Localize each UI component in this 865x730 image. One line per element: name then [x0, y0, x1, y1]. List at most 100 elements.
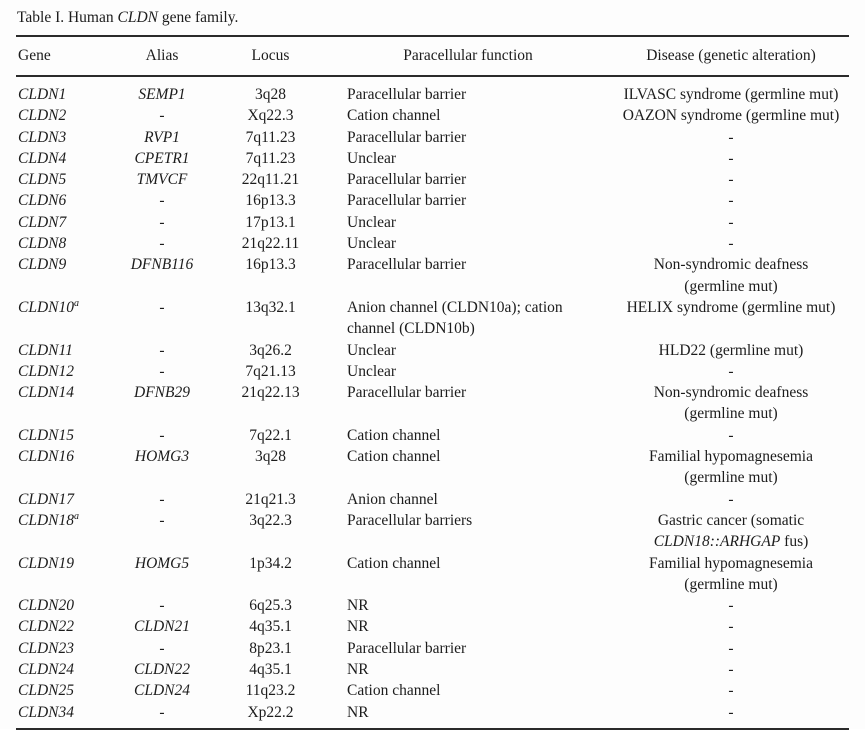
table-row: CLDN23 - 8p23.1 Paracellular barrier -: [16, 638, 849, 659]
gene-cell: CLDN12: [16, 361, 106, 382]
disease-cell: -: [613, 127, 849, 148]
disease-segment: HELIX syndrome (germline mut): [626, 298, 836, 316]
disease-cell: Non-syndromic deafness (germline mut): [613, 382, 849, 425]
table-row: CLDN34 - Xp22.2 NR -: [16, 702, 849, 729]
gene-cell: CLDN3: [16, 127, 106, 148]
locus-cell: 3q26.2: [249, 341, 292, 359]
function-cell: Unclear: [347, 213, 397, 231]
gene-name: CLDN24: [18, 661, 74, 679]
function-cell: Cation channel: [347, 682, 441, 700]
gene-cell: CLDN10a: [16, 297, 106, 340]
gene-family-table: Gene Alias Locus Paracellular function Disea…: [16, 35, 849, 730]
function-cell: Anion channel (CLDN10a); cation channel …: [347, 298, 563, 338]
alias-cell: -: [106, 638, 218, 659]
title-segment: gene family.: [158, 9, 239, 26]
alias-name: HOMG3: [134, 448, 190, 466]
disease-cell: -: [613, 190, 849, 211]
gene-name: CLDN5: [18, 171, 67, 189]
table-row: CLDN8 - 21q22.11 Unclear -: [16, 233, 849, 254]
locus-cell: 22q11.21: [241, 171, 300, 189]
alias-name: TMVCF: [136, 171, 188, 189]
gene-name: CLDN6: [18, 192, 67, 210]
alias-name: DFNB116: [130, 256, 194, 274]
alias-cell: DFNB29: [106, 382, 218, 425]
alias-cell: CLDN21: [106, 616, 218, 637]
gene-cell: CLDN20: [16, 595, 106, 616]
disease-cell: OAZON syndrome (germline mut): [613, 105, 849, 126]
function-cell: Unclear: [347, 362, 397, 380]
disease-segment: Gastric cancer (somatic: [657, 511, 805, 529]
alias-name: -: [159, 511, 165, 529]
disease-cell: -: [613, 680, 849, 701]
footnote-marker: a: [74, 297, 79, 309]
function-cell: Unclear: [347, 235, 397, 253]
alias-cell: RVP1: [106, 127, 218, 148]
disease-segment: -: [728, 703, 734, 721]
alias-name: -: [159, 235, 165, 253]
gene-cell: CLDN17: [16, 489, 106, 510]
table-row: CLDN11 - 3q26.2 Unclear HLD22 (germline mut): [16, 340, 849, 361]
gene-name: CLDN17: [18, 490, 74, 508]
disease-segment: CLDN18::ARHGAP: [653, 533, 781, 551]
function-cell: Paracellular barrier: [347, 128, 467, 146]
gene-name: CLDN23: [18, 639, 74, 657]
table-row: CLDN25 CLDN24 11q23.2 Cation channel -: [16, 680, 849, 701]
locus-cell: 4q35.1: [249, 661, 292, 679]
disease-cell: -: [613, 233, 849, 254]
disease-cell: Familial hypomagnesemia (germline mut): [613, 446, 849, 489]
alias-cell: -: [106, 425, 218, 446]
function-cell: Paracellular barrier: [347, 171, 467, 189]
alias-cell: HOMG3: [106, 446, 218, 489]
locus-cell: 8p23.1: [249, 639, 292, 657]
column-header: Gene: [16, 36, 106, 77]
disease-segment: -: [728, 362, 734, 380]
header-row: Gene Alias Locus Paracellular function Disea…: [16, 36, 849, 77]
disease-segment: Familial hypomagnesemia (germline mut): [648, 448, 813, 487]
alias-name: SEMP1: [138, 86, 186, 103]
locus-cell: 16p13.3: [245, 192, 296, 210]
table-row: CLDN19 HOMG5 1p34.2 Cation channel Familial …: [16, 553, 849, 596]
alias-name: -: [159, 213, 165, 231]
alias-name: -: [159, 192, 165, 210]
disease-cell: -: [613, 638, 849, 659]
table-row: CLDN18a - 3q22.3 Paracellular barriers Gastr…: [16, 510, 849, 553]
locus-cell: 6q25.3: [249, 597, 292, 615]
table-row: CLDN1 SEMP1 3q28 Paracellular barrier ILVASC…: [16, 76, 849, 105]
alias-cell: -: [106, 233, 218, 254]
alias-cell: -: [106, 489, 218, 510]
locus-cell: 7q21.13: [245, 362, 296, 380]
disease-segment: ILVASC syndrome (germline mut): [623, 86, 839, 103]
locus-cell: 3q28: [255, 86, 286, 103]
column-header: Disease (genetic alteration): [613, 36, 849, 77]
disease-cell: HELIX syndrome (germline mut): [613, 297, 849, 340]
function-cell: Cation channel: [347, 554, 441, 572]
alias-name: CLDN21: [134, 618, 190, 636]
disease-cell: -: [613, 595, 849, 616]
gene-cell: CLDN16: [16, 446, 106, 489]
alias-cell: -: [106, 212, 218, 233]
locus-cell: 7q11.23: [245, 128, 296, 146]
gene-name: CLDN22: [18, 618, 74, 636]
gene-cell: CLDN7: [16, 212, 106, 233]
locus-cell: 3q22.3: [249, 511, 292, 529]
gene-cell: CLDN34: [16, 702, 106, 729]
locus-cell: 13q32.1: [245, 298, 296, 316]
alias-name: CPETR1: [134, 149, 190, 167]
table-row: CLDN16 HOMG3 3q28 Cation channel Familial hy…: [16, 446, 849, 489]
table-row: CLDN24 CLDN22 4q35.1 NR -: [16, 659, 849, 680]
function-cell: Paracellular barriers: [347, 511, 473, 529]
gene-cell: CLDN2: [16, 105, 106, 126]
column-header: Paracellular function: [323, 36, 613, 77]
title-segment: CLDN: [117, 9, 159, 26]
locus-cell: 21q21.3: [245, 490, 296, 508]
gene-cell: CLDN8: [16, 233, 106, 254]
disease-cell: -: [613, 361, 849, 382]
disease-segment: Non-syndromic deafness (germline mut): [653, 256, 809, 295]
gene-cell: CLDN15: [16, 425, 106, 446]
gene-cell: CLDN4: [16, 148, 106, 169]
locus-cell: Xq22.3: [247, 107, 294, 125]
locus-cell: 1p34.2: [249, 554, 292, 572]
table-body: CLDN1 SEMP1 3q28 Paracellular barrier ILVASC…: [16, 76, 849, 729]
disease-segment: -: [728, 597, 734, 615]
